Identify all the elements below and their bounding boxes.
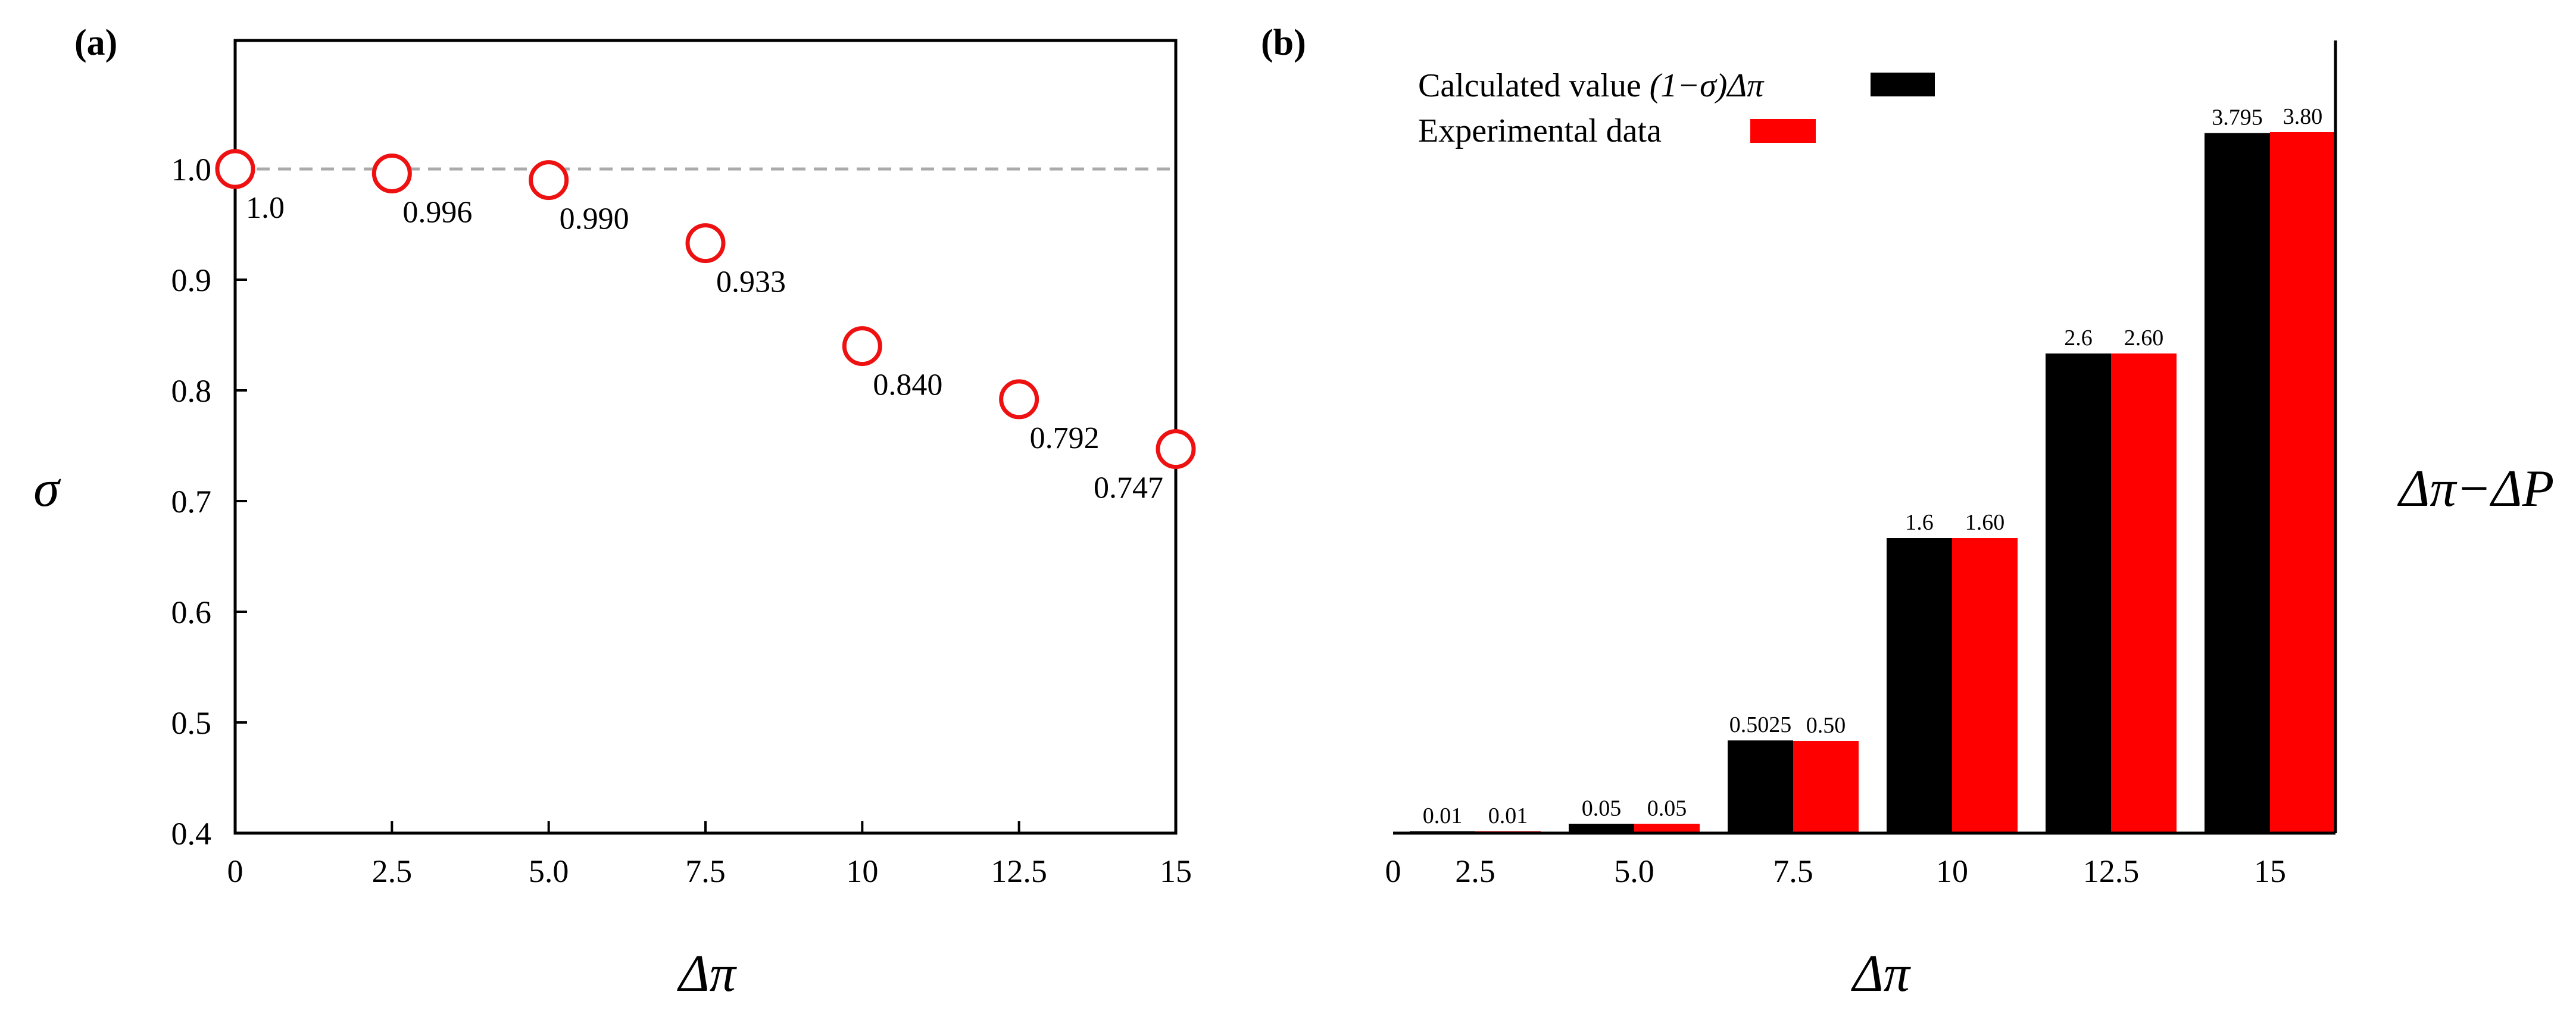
scatter-chart-sigma: 0 2.5 5.0 7.5 10 12.5 15 0.4 0.5 0.6 0.7 0.8 0.9 1.0… — [33, 39, 1196, 1003]
data-point — [529, 160, 569, 201]
data-label: 0.990 — [560, 202, 629, 236]
y-axis-title-b: Δπ−ΔP — [2397, 460, 2555, 518]
bar-calculated — [1887, 538, 1952, 833]
bar-value-label: 2.6 — [2064, 326, 2093, 351]
data-label: 0.996 — [402, 195, 472, 229]
data-label: 0.840 — [873, 368, 942, 402]
bar-value-label: 0.50 — [1806, 713, 1846, 738]
x-tick-label: 12.5 — [991, 853, 1047, 889]
bar-value-label: 0.01 — [1423, 803, 1463, 828]
bar-value-label: 0.05 — [1582, 796, 1622, 821]
x-axis-title-a: Δπ — [677, 945, 738, 1003]
bar-value-label: 3.795 — [2212, 105, 2263, 130]
panel-a-label: (a) — [74, 23, 117, 63]
bar-value-label: 1.6 — [1905, 510, 1934, 535]
x-tick-label: 7.5 — [1773, 853, 1813, 889]
data-point — [999, 379, 1039, 420]
bar-calculated — [1569, 824, 1634, 833]
bar-experimental — [2111, 353, 2177, 833]
x-axis-title-b: Δπ — [1851, 945, 1912, 1003]
bar-value-label: 1.60 — [1965, 510, 2005, 535]
y-tick-label: 0.5 — [171, 705, 212, 741]
legend-swatch-calculated — [1871, 73, 1935, 96]
data-label: 0.792 — [1030, 421, 1100, 455]
data-label: 1.0 — [246, 191, 285, 225]
x-tick-label: 7.5 — [685, 853, 726, 889]
legend-label-calculated: Calculated value (1−σ)Δπ — [1418, 67, 1765, 104]
y-tick-label: 0.8 — [171, 373, 212, 409]
data-label: 0.933 — [716, 265, 786, 299]
bar-value-label: 2.60 — [2124, 326, 2164, 351]
data-point — [1156, 429, 1196, 470]
data-point — [842, 326, 882, 367]
legend-swatch-experimental — [1750, 119, 1816, 143]
bar-value-label: 0.01 — [1488, 803, 1528, 828]
bar-experimental — [1634, 824, 1700, 833]
y-tick-label: 0.7 — [171, 484, 212, 520]
bar-chart-delta: 0.01 0.01 0.05 0.05 0.5025 0.50 1.6 1.60 2.6 2.60… — [1385, 40, 2555, 1003]
x-tick-label: 2.5 — [372, 853, 413, 889]
x-tick-label: 10 — [846, 853, 878, 889]
bar-experimental — [1793, 741, 1859, 833]
bar-calculated — [2205, 133, 2270, 833]
bar-value-label: 0.5025 — [1729, 712, 1792, 737]
data-point — [685, 223, 726, 264]
x-tick-label: 10 — [1936, 853, 1968, 889]
x-tick-label-origin: 0 — [1385, 853, 1401, 889]
y-tick-label: 0.4 — [171, 816, 212, 852]
data-point — [371, 153, 412, 193]
bar-experimental — [2270, 132, 2335, 833]
y-tick-label: 0.6 — [171, 595, 212, 630]
bar-calculated — [1728, 740, 1793, 833]
y-tick-label: 0.9 — [171, 262, 212, 298]
data-point — [215, 149, 255, 189]
legend: Calculated value (1−σ)Δπ Experimental da… — [1418, 67, 1935, 149]
y-axis-title-a: σ — [33, 460, 61, 518]
legend-label-experimental: Experimental data — [1418, 112, 1662, 149]
y-tick-label: 1.0 — [171, 152, 212, 187]
x-tick-label: 0 — [227, 853, 243, 889]
panel-b-label: (b) — [1261, 23, 1306, 63]
bar-experimental — [1952, 538, 2018, 833]
bar-value-label: 3.80 — [2283, 104, 2323, 129]
x-tick-label: 12.5 — [2083, 853, 2140, 889]
x-tick-label: 15 — [2254, 853, 2286, 889]
x-tick-label: 2.5 — [1455, 853, 1495, 889]
x-tick-label: 5.0 — [529, 853, 569, 889]
x-tick-label: 15 — [1160, 853, 1192, 889]
bar-value-label: 0.05 — [1647, 796, 1687, 821]
bar-calculated — [2046, 353, 2111, 833]
data-label: 0.747 — [1094, 471, 1163, 505]
x-tick-label: 5.0 — [1614, 853, 1654, 889]
